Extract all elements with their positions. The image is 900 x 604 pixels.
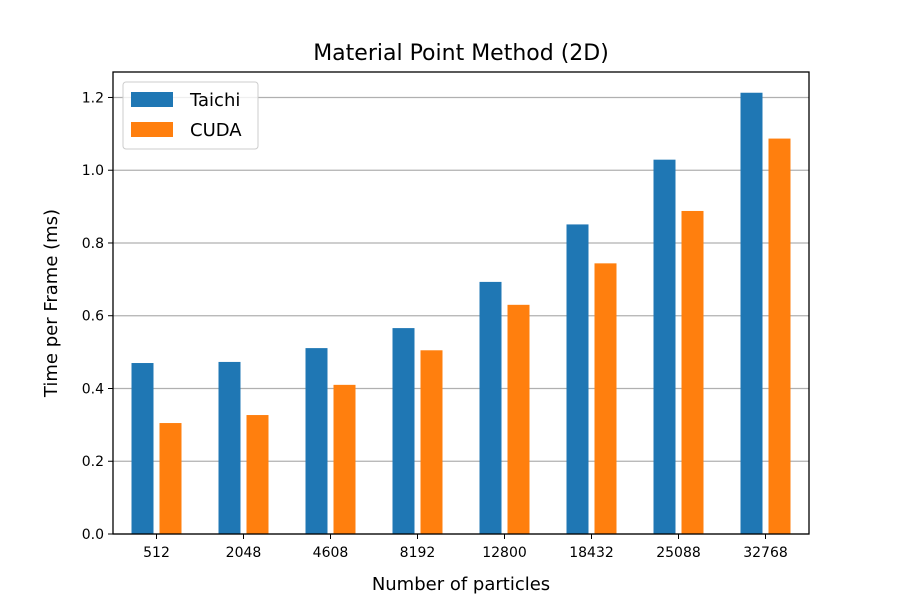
y-tick-label: 0.6 [82, 309, 104, 325]
bar-taichi-2048 [218, 361, 241, 534]
y-tick-label: 0.4 [82, 381, 104, 397]
x-tick-label: 512 [143, 545, 170, 561]
bar-taichi-32768 [740, 92, 763, 534]
bar-cuda-4608 [333, 384, 356, 534]
legend-label-cuda: CUDA [190, 120, 242, 141]
x-axis-label: Number of particles [372, 574, 550, 595]
bar-cuda-512 [159, 423, 182, 534]
chart-title: Material Point Method (2D) [313, 41, 609, 66]
x-tick-label: 8192 [400, 545, 436, 561]
bar-cuda-8192 [420, 350, 443, 534]
x-tick-label: 4608 [313, 545, 349, 561]
ticks-layer: 0.0 0.2 0.4 0.6 0.8 1.0 1.2 512 2048 4608 8192 1280… [82, 90, 788, 561]
legend-label-taichi: Taichi [189, 90, 240, 111]
bars-layer [131, 92, 791, 534]
legend-swatch-taichi [131, 92, 173, 107]
bar-cuda-12800 [507, 304, 530, 534]
bar-taichi-18432 [566, 224, 589, 534]
bar-cuda-2048 [246, 415, 269, 534]
bar-cuda-32768 [768, 138, 791, 534]
bar-taichi-4608 [305, 348, 328, 534]
x-tick-label: 2048 [226, 545, 262, 561]
x-tick-label: 12800 [482, 545, 527, 561]
x-tick-label: 32768 [743, 545, 788, 561]
bar-taichi-8192 [392, 328, 415, 534]
y-tick-label: 1.2 [82, 90, 104, 106]
y-axis-label: Time per Frame (ms) [41, 209, 62, 398]
bar-taichi-12800 [479, 281, 502, 534]
bar-taichi-25088 [653, 159, 676, 534]
bar-cuda-18432 [594, 263, 617, 534]
bar-cuda-25088 [681, 210, 704, 534]
y-tick-label: 1.0 [82, 163, 104, 179]
chart-legend: Taichi CUDA [122, 81, 259, 150]
y-tick-label: 0.8 [82, 236, 104, 252]
y-tick-label: 0.0 [82, 527, 104, 543]
bar-taichi-512 [131, 363, 154, 534]
y-tick-label: 0.2 [82, 454, 104, 470]
x-tick-label: 18432 [569, 545, 614, 561]
x-tick-label: 25088 [656, 545, 701, 561]
legend-swatch-cuda [131, 122, 173, 137]
plot-frame [112, 71, 810, 535]
